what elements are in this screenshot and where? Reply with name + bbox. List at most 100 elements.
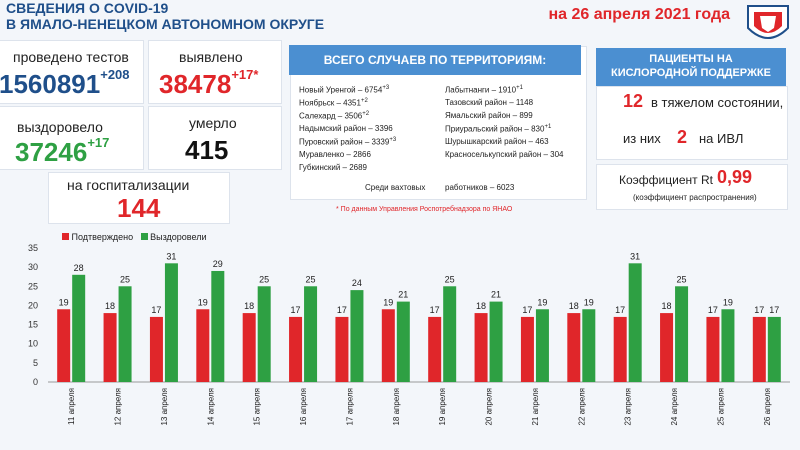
page-title: СВЕДЕНИЯ О COVID-19 В ЯМАЛО-НЕНЕЦКОМ АВТ… [6, 0, 324, 32]
bar-confirmed [149, 316, 163, 382]
bar-confirmed [752, 316, 766, 382]
data-label: 24 [352, 278, 362, 288]
died-value: 415 [185, 135, 229, 165]
detected-delta: +17* [231, 67, 259, 82]
tests-value: 1560891+208 [0, 67, 130, 99]
source-note: * По данным Управления Роспотребнадзора … [336, 206, 513, 213]
bar-recovered [118, 286, 132, 382]
territory-item: Новый Уренгой – 6754+3 [299, 85, 390, 95]
severe-value: 12 [623, 91, 644, 111]
x-tick-label: 24 апреля [670, 388, 679, 426]
territory-item: Муравленко – 2866 [299, 150, 371, 159]
bar-confirmed [103, 313, 117, 382]
rt-box: Коэффициент Rt 0,99 (коэффициент распрос… [596, 164, 788, 210]
oxygen-box: 12 в тяжелом состоянии, из них 2 на ИВЛ [596, 86, 788, 160]
territory-item: Приуральский район – 830+1 [445, 124, 552, 134]
legend-label-recovered: Выздоровели [150, 232, 207, 242]
ivl-label: на ИВЛ [699, 131, 744, 146]
rt-subtitle: (коэффициент распространения) [633, 193, 757, 202]
bar-chart: 0 5 10 15 20 25 30 35 19 28 11 апреля 18 25 12 апреля… [28, 243, 790, 426]
shift-workers-value: работников – 6023 [445, 183, 515, 192]
bar-confirmed [57, 309, 71, 382]
bar-recovered [535, 309, 549, 382]
bar-confirmed [381, 309, 395, 382]
bar-confirmed [289, 316, 303, 382]
died-box: умерло 415 [148, 106, 282, 170]
x-tick-label: 12 апреля [114, 388, 123, 426]
recovered-label: выздоровело [17, 119, 103, 135]
x-tick-label: 14 апреля [206, 388, 215, 426]
territory-item: Надымский район – 3396 [299, 124, 393, 133]
rt-value: 0,99 [717, 167, 753, 187]
territory-item: Губкинский – 2689 [299, 163, 367, 172]
recovered-value: 37246+17 [15, 135, 110, 167]
data-label: 25 [445, 274, 455, 284]
x-tick-label: 20 апреля [485, 388, 494, 426]
x-tick-label: 18 апреля [392, 388, 401, 426]
ivl-prefix: из них [623, 131, 661, 146]
data-label: 18 [476, 301, 486, 311]
x-tick-label: 11 апреля [67, 388, 76, 425]
bar-recovered [72, 274, 86, 382]
chart-legend: Подтверждено Выздоровели [62, 232, 206, 242]
bar-recovered [489, 301, 503, 382]
recovered-box: выздоровело 37246+17 [0, 106, 144, 170]
ivl-value: 2 [677, 127, 688, 147]
bar-recovered [396, 301, 410, 382]
territory-item: Пуровский район – 3339+3 [299, 137, 397, 147]
bar-confirmed [428, 316, 442, 382]
y-tick-label: 0 [33, 377, 38, 387]
tests-label: проведено тестов [13, 49, 129, 65]
data-label: 18 [662, 301, 672, 311]
died-label: умерло [189, 115, 237, 131]
data-label: 18 [569, 301, 579, 311]
data-label: 17 [708, 305, 718, 315]
data-label: 19 [198, 297, 208, 307]
title-line-2: В ЯМАЛО-НЕНЕЦКОМ АВТОНОМНОМ ОКРУГЕ [6, 16, 325, 32]
territory-item: Лабытнанги – 1910+1 [445, 85, 523, 95]
hospital-box: на госпитализации 144 [48, 172, 230, 224]
bar-confirmed [520, 316, 534, 382]
territory-item: Ямальский район – 899 [445, 111, 533, 120]
bar-recovered [628, 263, 642, 382]
bar-recovered [721, 309, 735, 382]
detected-value: 38478+17* [159, 67, 259, 99]
rt-label: Коэффициент Rt [619, 173, 713, 187]
bar-confirmed [613, 316, 627, 382]
data-label: 19 [537, 297, 547, 307]
detected-box: выявлено 38478+17* [148, 40, 282, 104]
x-tick-label: 25 апреля [716, 388, 725, 426]
y-tick-label: 15 [28, 320, 38, 330]
data-label: 18 [244, 301, 254, 311]
data-label: 17 [754, 305, 764, 315]
tests-box: проведено тестов 1560891+208 [0, 40, 144, 104]
legend-swatch-recovered [140, 233, 148, 240]
x-tick-label: 15 апреля [253, 388, 262, 426]
x-tick-label: 13 апреля [160, 388, 169, 426]
data-label: 25 [306, 274, 316, 284]
y-tick-label: 25 [28, 281, 38, 291]
y-tick-label: 10 [28, 339, 38, 349]
data-label: 17 [337, 305, 347, 315]
hospital-label: на госпитализации [67, 177, 190, 193]
hospital-value: 144 [117, 193, 161, 223]
y-tick-label: 5 [33, 358, 38, 368]
shift-workers-label: Среди вахтовых [365, 183, 426, 192]
territories-panel: ВСЕГО СЛУЧАЕВ ПО ТЕРРИТОРИЯМ: Новый Урен… [289, 45, 587, 200]
bar-recovered [211, 270, 225, 382]
bar-confirmed [335, 316, 349, 382]
territory-item: Салехард – 3506+2 [299, 111, 370, 121]
data-label: 17 [522, 305, 532, 315]
bar-confirmed [567, 313, 581, 382]
bar-confirmed [474, 313, 488, 382]
data-label: 29 [213, 259, 223, 269]
report-date: на 26 апреля 2021 года [548, 6, 730, 23]
data-label: 25 [259, 274, 269, 284]
y-tick-label: 30 [28, 262, 38, 272]
tests-delta: +208 [100, 67, 130, 82]
y-tick-label: 20 [28, 300, 38, 310]
data-label: 17 [430, 305, 440, 315]
data-label: 31 [630, 251, 640, 261]
y-tick-label: 35 [28, 243, 38, 253]
bar-confirmed [706, 316, 720, 382]
